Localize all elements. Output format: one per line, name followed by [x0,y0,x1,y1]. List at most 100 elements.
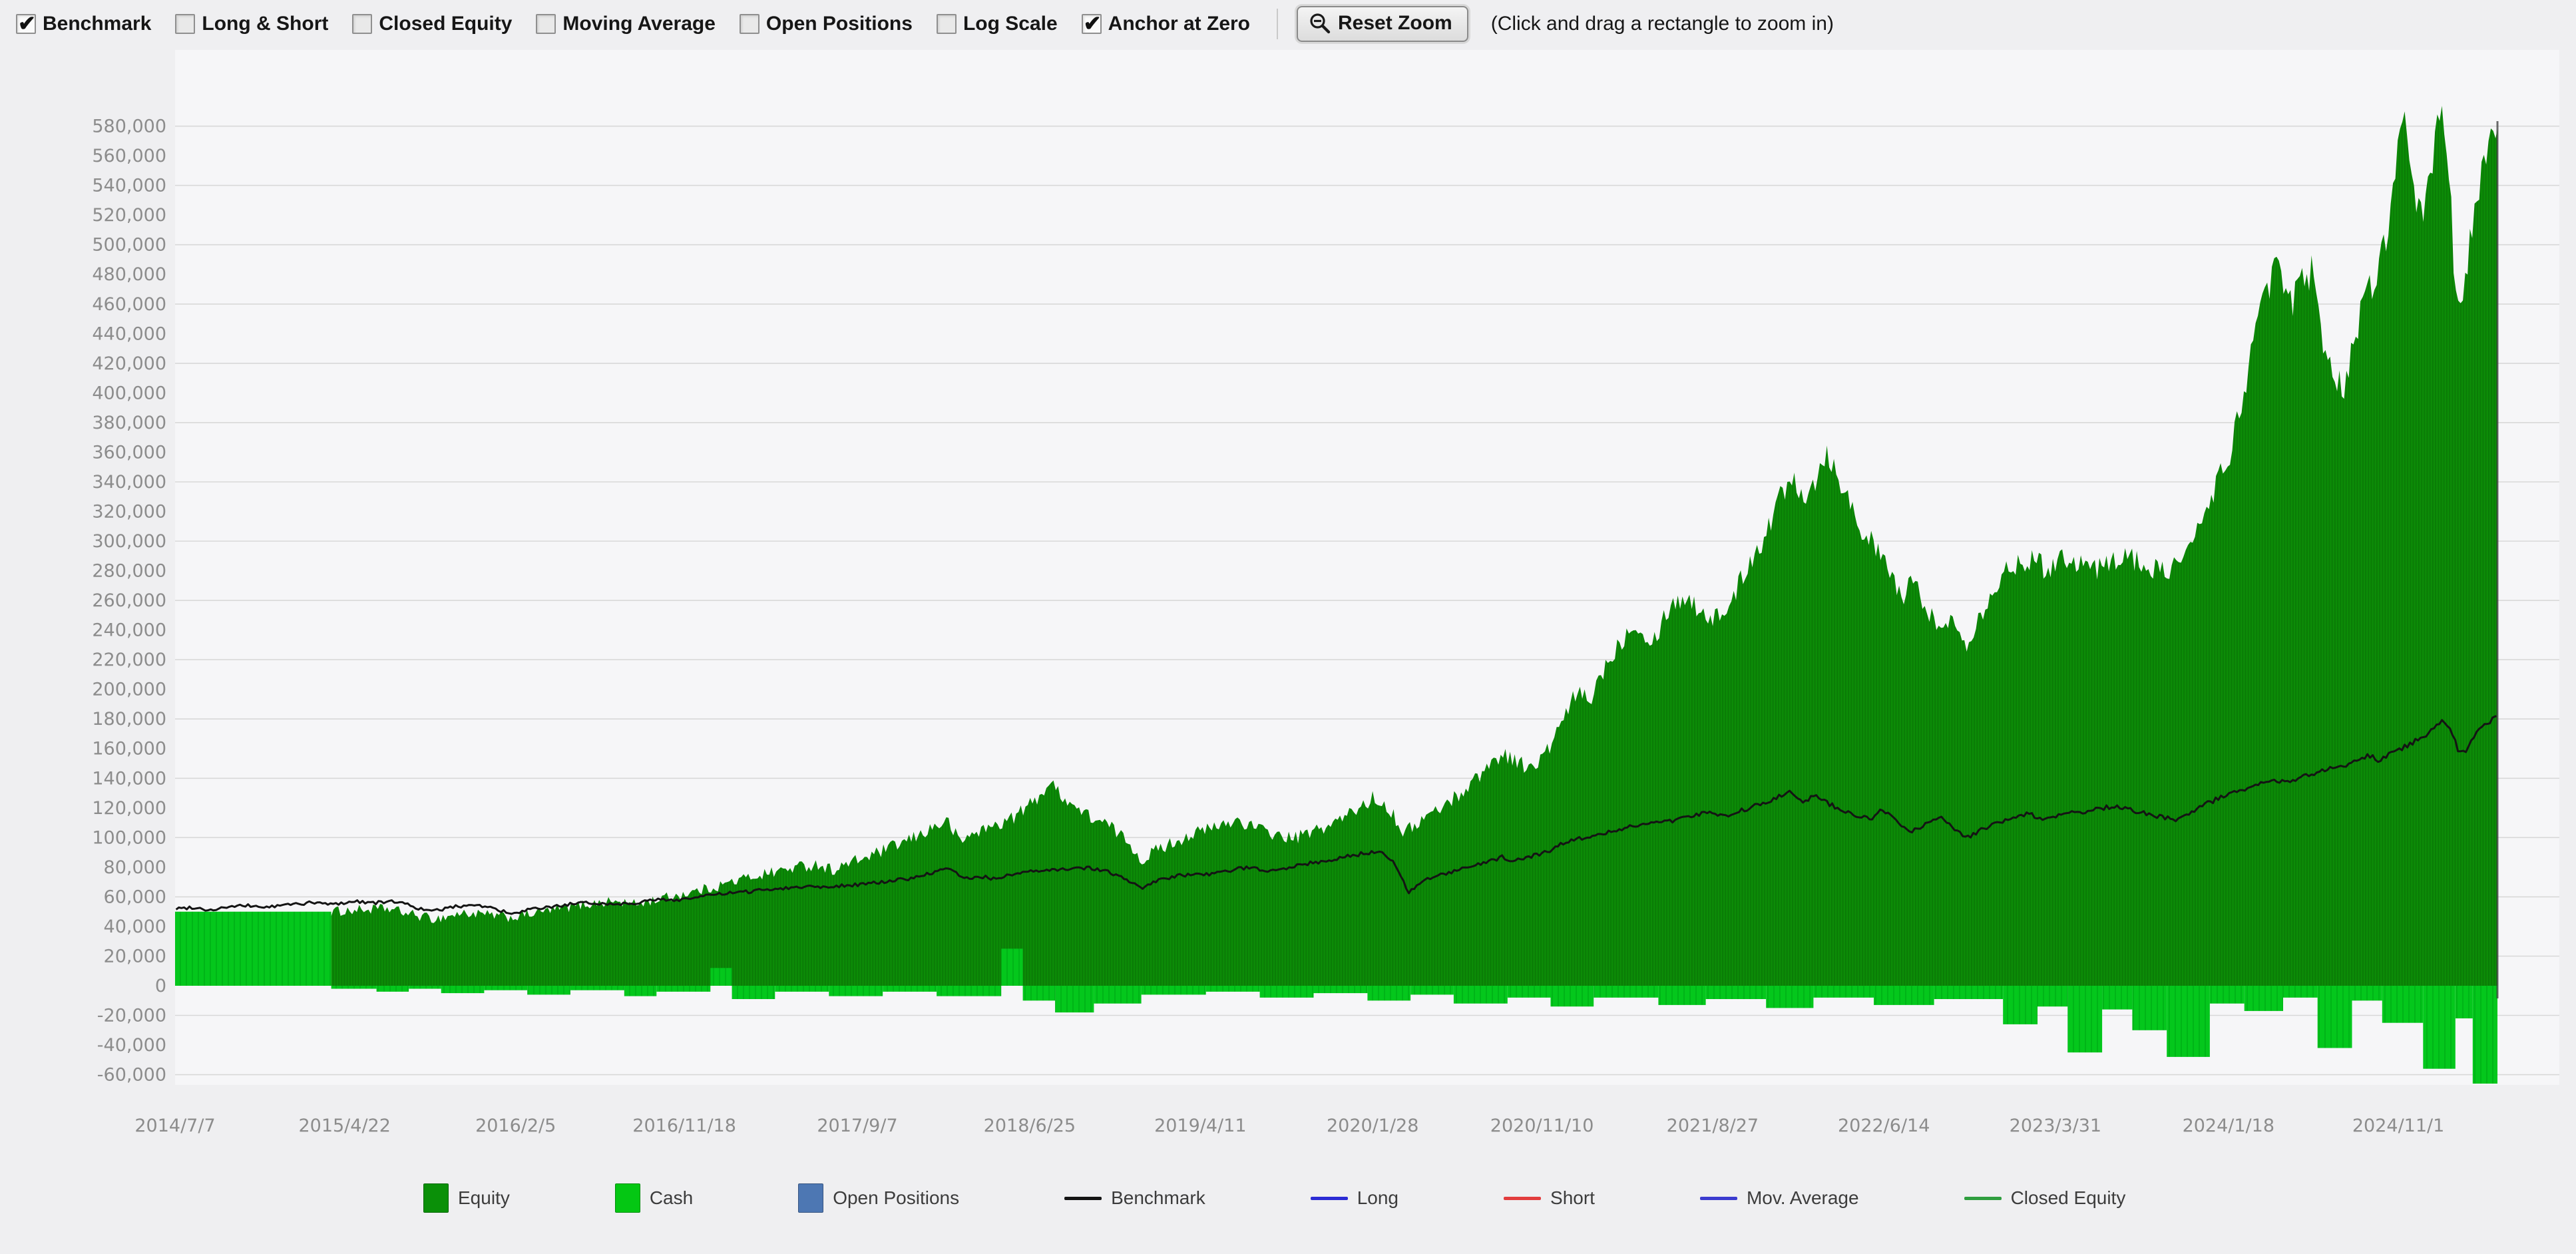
svg-text:-40,000: -40,000 [97,1035,166,1056]
svg-text:80,000: 80,000 [104,857,166,878]
legend-label: Short [1550,1187,1595,1208]
checkbox-box[interactable] [175,14,196,34]
svg-text:2017/9/7: 2017/9/7 [817,1116,897,1136]
short-swatch [1504,1196,1542,1200]
checkbox-box[interactable] [536,14,556,34]
svg-text:360,000: 360,000 [92,442,166,463]
cash-area [175,911,2497,1084]
zoom-hint-text: (Click and drag a rectangle to zoom in) [1490,13,1834,35]
svg-text:2021/8/27: 2021/8/27 [1667,1116,1759,1136]
svg-text:40,000: 40,000 [104,917,166,937]
svg-text:480,000: 480,000 [92,264,166,285]
legend-item-closed-equity: Closed Equity [1964,1187,2126,1209]
legend-label: Equity [458,1187,510,1208]
checkbox-box[interactable] [739,14,759,34]
legend-label: Cash [649,1187,694,1208]
svg-text:2022/6/14: 2022/6/14 [1838,1116,1930,1136]
svg-text:220,000: 220,000 [92,650,166,670]
checkbox-label: Closed Equity [379,13,513,35]
legend-label: Benchmark [1111,1187,1205,1208]
legend-item-benchmark: Benchmark [1064,1187,1205,1209]
checkbox-box[interactable] [1081,11,1102,36]
checkbox-anchor-at-zero[interactable]: Anchor at Zero [1081,11,1251,36]
checkbox-box[interactable] [16,11,36,36]
svg-text:400,000: 400,000 [92,383,166,403]
checkbox-benchmark[interactable]: Benchmark [16,11,152,36]
svg-text:280,000: 280,000 [92,561,166,582]
svg-text:200,000: 200,000 [92,680,166,700]
reset-zoom-button[interactable]: Reset Zoom [1297,6,1468,42]
svg-text:2023/3/31: 2023/3/31 [2010,1116,2101,1136]
svg-text:260,000: 260,000 [92,590,166,611]
legend-label: Closed Equity [2010,1187,2126,1208]
svg-text:540,000: 540,000 [92,176,166,196]
checkbox-box[interactable] [352,14,373,34]
svg-text:240,000: 240,000 [92,620,166,641]
svg-text:20,000: 20,000 [104,946,166,967]
cash-swatch [614,1183,640,1213]
svg-text:320,000: 320,000 [92,502,166,522]
legend-item-mov-average: Mov. Average [1699,1187,1859,1209]
mov-average-swatch [1699,1196,1737,1200]
legend-item-long: Long [1310,1187,1399,1209]
benchmark-line [175,715,2497,915]
svg-text:160,000: 160,000 [92,739,166,759]
svg-text:460,000: 460,000 [92,294,166,315]
checkbox-label: Log Scale [963,13,1058,35]
legend-label: Mov. Average [1746,1187,1859,1208]
svg-text:0: 0 [155,976,166,996]
svg-text:560,000: 560,000 [92,146,166,166]
reset-zoom-label: Reset Zoom [1338,12,1452,34]
svg-text:300,000: 300,000 [92,531,166,552]
equity-swatch [423,1183,449,1213]
zoom-out-icon [1309,12,1331,35]
svg-text:180,000: 180,000 [92,709,166,730]
svg-text:2020/11/10: 2020/11/10 [1490,1116,1594,1136]
svg-text:580,000: 580,000 [92,116,166,137]
svg-text:2024/11/1: 2024/11/1 [2352,1116,2444,1136]
benchmark-swatch [1064,1196,1102,1200]
checkbox-closed-equity[interactable]: Closed Equity [352,13,512,35]
svg-text:420,000: 420,000 [92,353,166,374]
legend-label: Long [1357,1187,1399,1208]
long-swatch [1310,1196,1348,1200]
svg-text:2016/11/18: 2016/11/18 [632,1116,736,1136]
equity-area [331,106,2497,986]
svg-text:100,000: 100,000 [92,827,166,848]
checkbox-label: Open Positions [765,13,913,35]
gridlines [175,125,2559,1076]
chart-legend: Equity Cash Open Positions Benchmark Long Sho… [0,1179,2576,1217]
svg-text:440,000: 440,000 [92,323,166,344]
x-axis-labels: 2014/7/7 2015/4/22 2016/2/5 2016/11/18 2017/… [134,1116,2444,1136]
svg-text:2014/7/7: 2014/7/7 [134,1116,215,1136]
checkbox-log-scale[interactable]: Log Scale [936,13,1058,35]
checkbox-label: Long & Short [202,13,329,35]
checkbox-label: Benchmark [43,13,152,35]
svg-text:340,000: 340,000 [92,472,166,493]
legend-item-short: Short [1504,1187,1595,1209]
svg-text:2018/6/25: 2018/6/25 [984,1116,1076,1136]
checkbox-label: Moving Average [562,13,716,35]
closed-equity-swatch [1964,1196,2002,1200]
svg-text:520,000: 520,000 [92,205,166,226]
checkbox-long-short[interactable]: Long & Short [175,13,328,35]
open-positions-swatch [798,1183,824,1213]
svg-text:2015/4/22: 2015/4/22 [298,1116,390,1136]
svg-text:2019/4/11: 2019/4/11 [1154,1116,1246,1136]
svg-text:2020/1/28: 2020/1/28 [1327,1116,1418,1136]
svg-text:2024/1/18: 2024/1/18 [2183,1116,2274,1136]
toolbar-separator [1277,9,1279,39]
checkbox-box[interactable] [936,14,957,34]
checkbox-moving-average[interactable]: Moving Average [536,13,716,35]
svg-text:2016/2/5: 2016/2/5 [475,1116,556,1136]
svg-text:-60,000: -60,000 [97,1065,166,1086]
legend-item-open-positions: Open Positions [798,1183,959,1213]
legend-item-cash: Cash [614,1183,694,1213]
svg-text:140,000: 140,000 [92,768,166,789]
checkbox-open-positions[interactable]: Open Positions [739,13,913,35]
legend-label: Open Positions [833,1187,960,1208]
toolbar: Benchmark Long & Short Closed Equity Mov… [0,0,2576,48]
y-axis-labels: 580,000 560,000 540,000 520,000 500,000 480,0… [92,116,166,1086]
checkbox-label: Anchor at Zero [1108,13,1251,35]
